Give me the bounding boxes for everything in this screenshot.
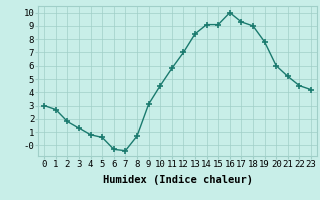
X-axis label: Humidex (Indice chaleur): Humidex (Indice chaleur) — [103, 175, 252, 185]
